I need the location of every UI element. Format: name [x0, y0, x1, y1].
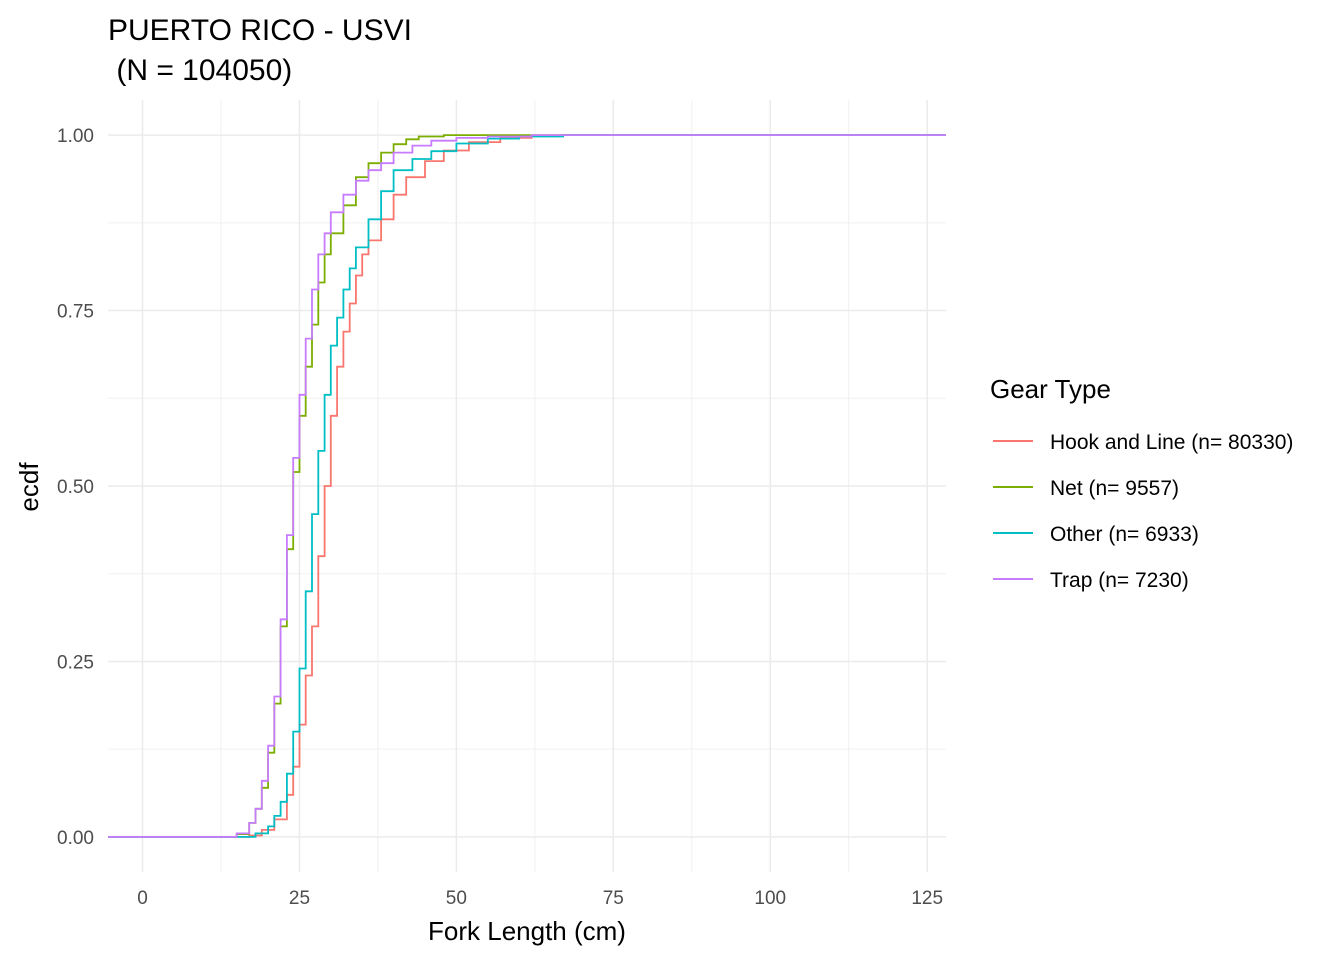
legend-items: Hook and Line (n= 80330) Net (n= 9557) Oth… [993, 431, 1293, 592]
x-tick-label: 125 [911, 888, 943, 909]
y-tick-label: 0.00 [57, 828, 94, 849]
x-tick-label: 0 [137, 888, 148, 909]
x-axis-ticks: 0 25 50 75 100 125 [137, 888, 943, 909]
grid [108, 100, 946, 872]
series-line [108, 134, 946, 838]
x-tick-label: 75 [603, 888, 624, 909]
legend-label: Hook and Line (n= 80330) [1050, 431, 1293, 454]
x-tick-label: 100 [754, 888, 786, 909]
chart-subtitle: (N = 104050) [108, 54, 292, 87]
legend-title: Gear Type [990, 374, 1111, 404]
x-tick-label: 25 [289, 888, 310, 909]
y-tick-label: 0.25 [57, 652, 94, 673]
y-axis-ticks: 0.00 0.25 0.50 0.75 1.00 [57, 126, 94, 849]
y-tick-label: 0.50 [57, 477, 94, 498]
chart-title: PUERTO RICO - USVI [108, 14, 412, 47]
x-axis-title: Fork Length (cm) [428, 916, 626, 946]
series-line [108, 134, 946, 838]
y-axis-title: ecdf [14, 462, 44, 512]
legend-label: Other (n= 6933) [1050, 523, 1199, 546]
y-tick-label: 1.00 [57, 126, 94, 147]
legend-label: Trap (n= 7230) [1050, 569, 1189, 592]
series-lines [108, 134, 946, 838]
legend-label: Net (n= 9557) [1050, 477, 1179, 500]
x-tick-label: 50 [446, 888, 467, 909]
y-tick-label: 0.75 [57, 302, 94, 323]
legend: Gear Type Hook and Line (n= 80330) Net (n… [990, 374, 1293, 592]
